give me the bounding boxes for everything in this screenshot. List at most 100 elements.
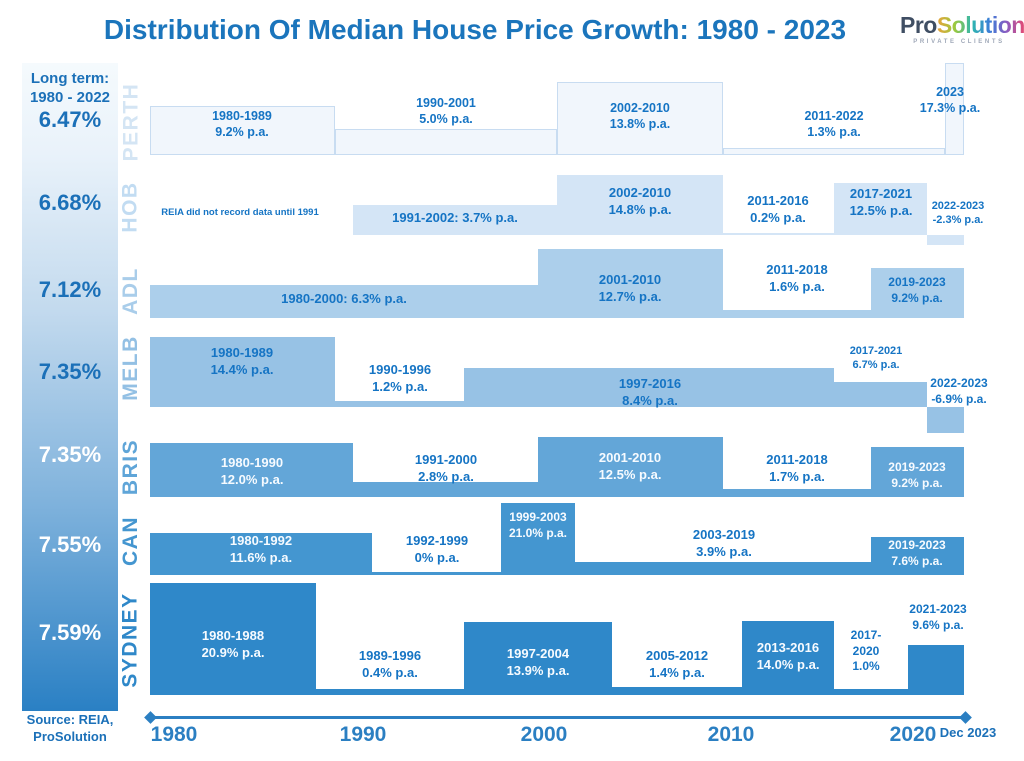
bar-label-sydney-1997-2004: 1997-2004 13.9% p.a. <box>506 646 570 678</box>
bar-label-can-2019-2023: 2019-2023 7.6% p.a. <box>888 538 946 568</box>
long-term-value-hob: 6.68% <box>38 190 102 215</box>
bar-sydney-1989-1996 <box>316 689 464 695</box>
page-title: Distribution Of Median House Price Growt… <box>103 14 847 45</box>
bar-can-2019-2023 <box>871 537 964 575</box>
logo-solution-text: Solution <box>936 12 1024 38</box>
long-term-value-can: 7.55% <box>38 532 102 557</box>
bar-label-perth-1990-2001: 1990-2001 5.0% p.a. <box>416 96 476 127</box>
bar-label-adl-2019-2023: 2019-2023 9.2% p.a. <box>888 275 946 305</box>
bar-bris-2019-2023 <box>871 447 964 497</box>
bar-bris-1980-1990 <box>150 443 353 497</box>
axis-end-diamond <box>959 711 972 724</box>
logo-pro-text: Pro <box>900 12 937 38</box>
bar-sydney-2005-2012 <box>612 687 742 695</box>
axis-end-label: Dec 2023 <box>939 725 997 740</box>
bar-label-bris-2011-2018: 2011-2018 1.7% p.a. <box>766 452 828 484</box>
axis-line <box>150 716 966 719</box>
bar-label-perth-2002-2010: 2002-2010 13.8% p.a. <box>609 101 671 132</box>
bar-label-hob-2011-2016: 2011-2016 0.2% p.a. <box>747 193 809 225</box>
bar-adl-2011-2018 <box>723 310 871 318</box>
axis-tick-1980: 1980 <box>150 723 198 746</box>
bar-label-adl-2001-2010: 2001-2010 12.7% p.a. <box>598 272 662 304</box>
bar-melb-2017-2021 <box>834 382 927 407</box>
bar-perth-1990-2001 <box>335 129 557 155</box>
bar-adl-2019-2023 <box>871 268 964 318</box>
long-term-heading: Long term: 1980 - 2022 <box>29 70 111 106</box>
logo-tagline: PRIVATE CLIENTS <box>913 39 1005 45</box>
bar-hob-2002-2010 <box>557 175 723 235</box>
bar-adl-2001-2010 <box>538 249 723 318</box>
bar-label-can-1999-2003: 1999-2003 21.0% p.a. <box>508 510 568 540</box>
bar-label-melb-2022-2023: 2022-2023 -6.9% p.a. <box>930 376 988 406</box>
bar-label-sydney-2017-2020: 2017- 2020 1.0% <box>850 628 882 674</box>
bar-sydney-2017-2020 <box>834 689 908 695</box>
bar-label-sydney-2005-2012: 2005-2012 1.4% p.a. <box>645 648 709 680</box>
bar-label-sydney-1989-1996: 1989-1996 0.4% p.a. <box>358 648 422 680</box>
bar-label-bris-1991-2000: 1991-2000 2.8% p.a. <box>414 452 478 484</box>
bar-perth-2002-2010 <box>557 82 723 155</box>
note-hob: REIA did not record data until 1991 <box>161 207 319 218</box>
bar-label-adl-2011-2018: 2011-2018 1.6% p.a. <box>766 262 828 294</box>
bar-label-bris-2001-2010: 2001-2010 12.5% p.a. <box>598 450 662 482</box>
bar-label-sydney-2013-2016: 2013-2016 14.0% p.a. <box>756 640 820 672</box>
bar-label-can-2003-2019: 2003-2019 3.9% p.a. <box>692 527 756 559</box>
bar-hob-2022-2023 <box>927 235 964 245</box>
bar-bris-2011-2018 <box>723 489 871 497</box>
long-term-value-adl: 7.12% <box>38 277 102 302</box>
bar-label-melb-2017-2021: 2017-2021 6.7% p.a. <box>849 345 903 372</box>
bar-label-sydney-1980-1988: 1980-1988 20.9% p.a. <box>201 628 265 660</box>
bar-label-can-1980-1992: 1980-1992 11.6% p.a. <box>229 533 293 565</box>
bar-sydney-1980-1988 <box>150 583 316 695</box>
axis-tick-2010: 2010 <box>707 723 755 746</box>
axis-tick-2020: 2020 <box>889 723 937 746</box>
bar-label-perth-2023: 2023 17.3% p.a. <box>919 85 981 116</box>
bar-label-melb-1980-1989: 1980-1989 14.4% p.a. <box>210 345 274 377</box>
bar-label-sydney-2021-2023: 2021-2023 9.6% p.a. <box>909 602 967 632</box>
bar-label-hob-1991-2002: 1991-2002: 3.7% p.a. <box>392 210 518 225</box>
bar-label-hob-2022-2023: 2022-2023 -2.3% p.a. <box>931 200 985 227</box>
bar-can-1980-1992 <box>150 533 372 575</box>
long-term-gradient-panel <box>22 63 118 711</box>
bar-label-melb-1997-2016: 1997-2016 8.4% p.a. <box>618 376 682 408</box>
prosolution-logo: ProSolution PRIVATE CLIENTS <box>900 12 1024 46</box>
bar-label-perth-1980-1989: 1980-1989 9.2% p.a. <box>212 109 272 140</box>
bar-melb-1990-1996 <box>335 401 464 407</box>
bar-label-adl-1980-2000: 1980-2000: 6.3% p.a. <box>281 291 407 306</box>
bar-label-bris-1980-1990: 1980-1990 12.0% p.a. <box>220 455 284 487</box>
bar-label-hob-2002-2010: 2002-2010 14.8% p.a. <box>608 185 672 217</box>
axis-start-diamond <box>144 711 157 724</box>
bar-sydney-2013-2016 <box>742 621 834 695</box>
bar-melb-1997-2016 <box>464 368 834 407</box>
bar-bris-1991-2000 <box>353 482 538 497</box>
bar-label-perth-2011-2022: 2011-2022 1.3% p.a. <box>804 109 864 140</box>
city-label-text-can: CAN <box>119 516 142 566</box>
bar-hob-2011-2016 <box>723 233 834 235</box>
bar-can-1999-2003 <box>501 503 575 575</box>
bar-sydney-1997-2004 <box>464 622 612 695</box>
bar-label-melb-1990-1996: 1990-1996 1.2% p.a. <box>368 362 432 394</box>
city-label-text-melb: MELB <box>119 335 142 401</box>
bar-bris-2001-2010 <box>538 437 723 497</box>
bar-can-2003-2019 <box>575 562 871 575</box>
bar-perth-2011-2022 <box>723 148 945 155</box>
bar-hob-2017-2021 <box>834 183 927 235</box>
bar-perth-1980-1989 <box>150 106 335 155</box>
long-term-value-melb: 7.35% <box>38 359 102 384</box>
bar-hob-1991-2002 <box>353 205 557 235</box>
bar-label-can-1992-1999: 1992-1999 0% p.a. <box>405 533 469 565</box>
bar-melb-1980-1989 <box>150 337 335 407</box>
long-term-value-sydney: 7.59% <box>38 620 102 645</box>
source-note: Source: REIA, ProSolution <box>26 712 114 744</box>
bar-can-1992-1999 <box>372 572 501 575</box>
bar-label-bris-2019-2023: 2019-2023 9.2% p.a. <box>888 460 946 490</box>
bar-label-hob-2017-2021: 2017-2021 12.5% p.a. <box>849 186 913 218</box>
bar-sydney-2021-2023 <box>908 645 964 695</box>
axis-tick-1990: 1990 <box>339 723 387 746</box>
bar-perth-2023 <box>945 63 964 155</box>
axis-tick-2000: 2000 <box>520 723 568 746</box>
long-term-value-perth: 6.47% <box>38 107 102 132</box>
bar-adl-1980-2000 <box>150 285 538 318</box>
long-term-value-bris: 7.35% <box>38 442 102 467</box>
bar-melb-2022-2023 <box>927 407 964 433</box>
